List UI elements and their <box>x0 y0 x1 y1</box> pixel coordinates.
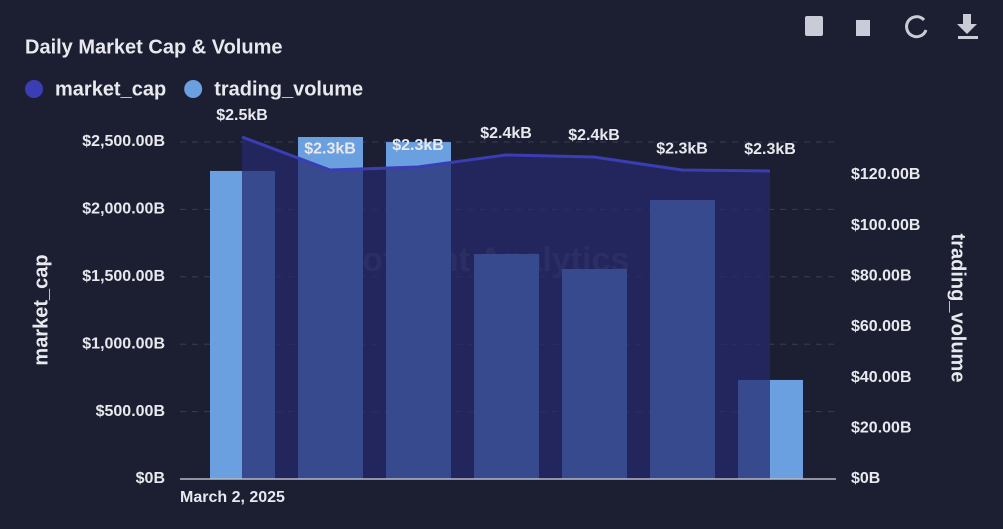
y2-tick-label: $20.00B <box>851 420 912 437</box>
y2-tick-label: $120.00B <box>851 166 920 183</box>
y-axis-title: market_cap <box>30 254 52 365</box>
y-tick-label: $2,000.00B <box>82 201 165 218</box>
legend-label: market_cap <box>55 78 166 100</box>
legend-label: trading_volume <box>214 78 363 100</box>
y2-axis-title: trading_volume <box>947 234 969 383</box>
chart-title: Daily Market Cap & Volume <box>25 36 282 58</box>
copy-icon[interactable] <box>856 20 870 36</box>
y-tick-label: $2,500.00B <box>82 133 165 150</box>
legend-dot <box>25 80 43 98</box>
y-tick-label: $1,000.00B <box>82 335 165 352</box>
y2-tick-label: $100.00B <box>851 217 920 234</box>
line <box>241 135 771 173</box>
data-label: $2.3kB <box>304 140 356 157</box>
y2-tick-label: $80.00B <box>851 268 912 285</box>
download-icon[interactable] <box>957 14 978 39</box>
data-label: $2.3kB <box>392 137 444 154</box>
x-tick-label: March 2, 2025 <box>180 489 285 506</box>
refresh-icon[interactable] <box>905 15 928 39</box>
y-tick-label: $0B <box>136 470 165 487</box>
data-label: $2.3kB <box>656 140 708 157</box>
data-label: $2.5kB <box>216 107 268 124</box>
data-label: $2.3kB <box>744 141 796 158</box>
legend-dot <box>184 80 203 98</box>
data-label: $2.4kB <box>480 125 532 142</box>
table-icon[interactable] <box>805 16 823 36</box>
y-tick-label: $500.00B <box>96 403 165 420</box>
y2-tick-label: $0B <box>851 470 880 487</box>
area <box>242 137 770 480</box>
data-label: $2.4kB <box>568 127 620 144</box>
toolbar <box>805 14 978 39</box>
y2-tick-label: $40.00B <box>851 369 912 386</box>
y-tick-label: $1,500.00B <box>82 268 165 285</box>
y2-tick-label: $60.00B <box>851 318 912 335</box>
